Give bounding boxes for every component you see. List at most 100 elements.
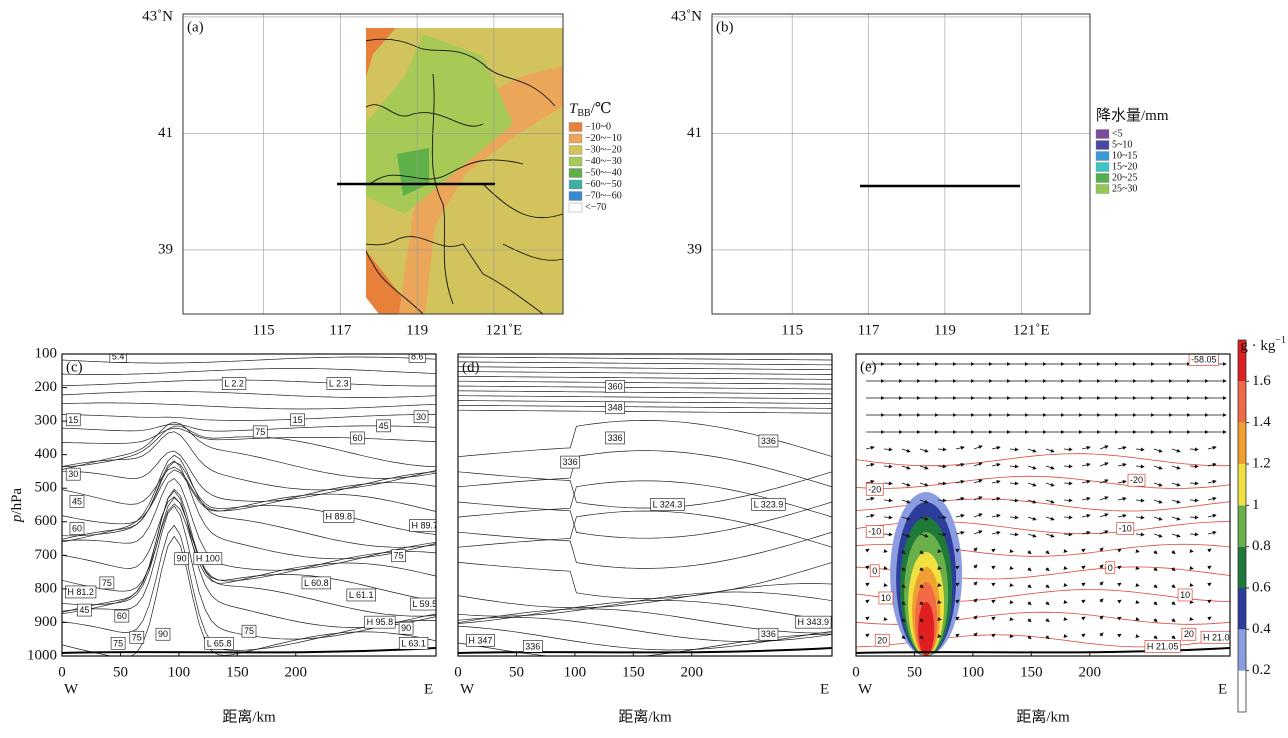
panel-label: (d)	[462, 359, 480, 375]
wind-arrow	[992, 447, 1000, 449]
x-tick-label: 0	[58, 664, 66, 680]
wind-arrow	[1046, 517, 1054, 520]
contour-label: -10	[868, 527, 881, 537]
wind-arrow	[866, 515, 874, 517]
wind-arrow	[1046, 466, 1054, 469]
legend-title-text: 降水量/mm	[1096, 107, 1169, 124]
x-tick-label: 100	[962, 664, 985, 680]
frame	[712, 14, 1090, 314]
legend-swatch	[1096, 130, 1109, 139]
wind-arrow	[1190, 585, 1193, 586]
x-tick-label: 121˚E	[486, 322, 523, 338]
contour-label: 360	[608, 382, 623, 392]
wind-arrow	[1082, 583, 1085, 585]
wind-arrow	[1082, 481, 1090, 483]
wind-arrow	[1208, 566, 1211, 568]
y-tick-label: 800	[35, 580, 58, 596]
legend-swatch	[1096, 152, 1109, 161]
wind-arrow	[1154, 585, 1157, 588]
wind-arrow	[1172, 483, 1180, 486]
wind-arrow	[1046, 483, 1054, 486]
colorbar-tick-label: 1	[1252, 497, 1260, 513]
wind-arrow	[1208, 617, 1211, 619]
colorbar-unit: g · kg−1	[1240, 335, 1286, 354]
legend-swatch	[1096, 141, 1109, 150]
wind-arrow	[1190, 619, 1193, 620]
contour-label: 75	[102, 578, 112, 588]
legend-label: <−70	[585, 202, 606, 213]
field: 5.48.6L 2.2L 2.3151530457560304560H 89.8…	[62, 350, 440, 657]
wind-arrow	[1046, 568, 1049, 571]
contour-label: H 343.9	[798, 617, 830, 627]
wind-arrow	[1154, 619, 1157, 622]
wind-arrow	[1118, 583, 1121, 585]
wind-arrow	[1154, 466, 1162, 469]
legend-label: −60~−50	[585, 179, 622, 190]
contour-line	[458, 381, 832, 384]
field-region	[732, 24, 1057, 296]
wind-arrow	[866, 583, 869, 585]
contour-label: -20	[1130, 475, 1143, 485]
wind-arrow	[1046, 449, 1054, 452]
field-region	[822, 99, 1025, 254]
wind-arrow	[1136, 636, 1139, 637]
wind-arrow	[884, 534, 892, 535]
contour-line	[62, 467, 436, 511]
wind-arrow	[902, 500, 910, 503]
wind-arrow	[1046, 534, 1054, 537]
contour-line	[458, 451, 832, 487]
contour-line	[62, 432, 436, 490]
wind-arrow	[974, 514, 982, 517]
y-tick-label: 1000	[27, 647, 57, 663]
legend-swatch	[569, 180, 582, 189]
wind-arrow	[1172, 534, 1180, 537]
contour-label: 60	[117, 611, 127, 621]
wind-arrow	[920, 483, 928, 486]
contour-line	[458, 410, 832, 413]
wind-arrow	[1064, 602, 1067, 603]
contour-line	[62, 504, 436, 592]
wind-arrow	[1010, 517, 1018, 518]
x-tick-label: 100	[168, 664, 191, 680]
wind-arrow	[1154, 551, 1157, 554]
wind-arrow	[1082, 515, 1090, 517]
legend-label: −30~−20	[585, 144, 622, 155]
contour-line	[458, 511, 832, 547]
wind-arrow	[956, 515, 964, 517]
wind-arrow	[1082, 498, 1090, 500]
y-tick-label: 43˚N	[671, 8, 702, 24]
wind-arrow	[1172, 517, 1180, 520]
wind-arrow	[1028, 483, 1036, 486]
wind-arrow	[1100, 514, 1108, 517]
wind-arrow	[1118, 515, 1126, 517]
x-tick-label: 121˚E	[1013, 322, 1050, 338]
wind-arrow	[866, 549, 869, 551]
contour-line	[62, 498, 436, 605]
contour-label: 30	[416, 412, 426, 422]
x-axis-label: 距离/km	[618, 708, 672, 725]
wind-arrow	[1028, 551, 1031, 554]
x-tick-label: 150	[1020, 664, 1043, 680]
wind-arrow	[1154, 534, 1162, 537]
contour-line	[62, 426, 436, 467]
wind-arrow	[884, 568, 887, 569]
legend-label: −40~−30	[585, 156, 622, 167]
contour-label: 336	[761, 436, 776, 446]
x-tick-label: 0	[852, 664, 860, 680]
contour-label: L 2.3	[329, 379, 349, 389]
x-tick-label: 200	[681, 664, 704, 680]
wind-arrow	[1082, 447, 1090, 449]
wind-arrow	[1190, 483, 1198, 484]
wind-arrow	[992, 532, 1000, 534]
wind-arrow	[1082, 566, 1085, 568]
mixing-ratio-region	[918, 602, 934, 656]
x-tick-label: 119	[934, 322, 956, 338]
wind-arrow	[956, 447, 964, 449]
contour-label: -10	[1119, 524, 1132, 534]
wind-arrow	[1082, 549, 1085, 551]
wind-arrow	[1136, 534, 1144, 535]
wind-arrow	[1208, 532, 1216, 534]
wind-arrow	[1190, 517, 1198, 518]
contour-label: 75	[132, 632, 142, 642]
legend-swatch	[569, 157, 582, 166]
